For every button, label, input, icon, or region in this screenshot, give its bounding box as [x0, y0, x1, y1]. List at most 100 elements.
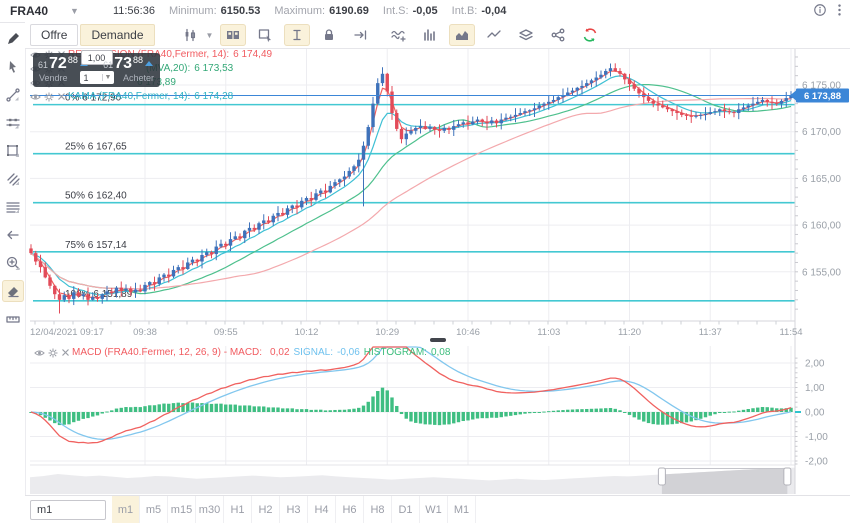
- close-icon[interactable]: [61, 348, 70, 357]
- zoom-in-icon[interactable]: [2, 252, 24, 274]
- macd-histogram-bar: [528, 412, 532, 414]
- pointer-cursor-icon[interactable]: [2, 56, 24, 78]
- candle-body: [338, 179, 342, 183]
- layout-panels-icon[interactable]: [220, 24, 247, 46]
- candle-body: [632, 84, 636, 89]
- navigator-selection-area[interactable]: [30, 467, 795, 494]
- candle-body: [409, 130, 413, 134]
- timeframe-button-H8[interactable]: H8: [364, 496, 392, 523]
- symbol-chevron-down-icon[interactable]: ▼: [70, 6, 79, 16]
- share-icon[interactable]: [545, 24, 571, 46]
- candle-body: [490, 120, 494, 124]
- fibonacci-tool-icon[interactable]: [2, 168, 24, 190]
- timeframe-button-H4[interactable]: H4: [308, 496, 336, 523]
- macd-histogram-bar: [485, 412, 489, 419]
- buy-button[interactable]: Acheter: [122, 72, 154, 83]
- chart-type-area-icon[interactable]: [449, 24, 476, 46]
- layers-icon[interactable]: [513, 24, 539, 46]
- timeframe-button-m1[interactable]: m1: [112, 496, 140, 523]
- ma-line: [30, 75, 792, 296]
- lock-icon[interactable]: [316, 24, 342, 46]
- macd-histogram-bar: [281, 408, 285, 412]
- macd-histogram-bar: [433, 412, 437, 425]
- macd-histogram-bar: [395, 405, 399, 412]
- candle-style-chevron-icon[interactable]: ▼: [205, 30, 214, 40]
- compare-zigzag-icon[interactable]: [481, 24, 507, 46]
- candle-body: [661, 105, 665, 108]
- demande-button[interactable]: Demande: [80, 24, 155, 46]
- gear-icon[interactable]: [44, 92, 54, 102]
- macd-histogram-bar: [599, 408, 603, 412]
- sync-refresh-icon[interactable]: [577, 24, 603, 46]
- timeframe-button-H1[interactable]: H1: [224, 496, 252, 523]
- text-cursor-icon[interactable]: [284, 24, 311, 46]
- indicator-label: (MVA,20):: [146, 63, 191, 74]
- fib-label: 75% 6 157,14: [65, 240, 127, 251]
- quantity-stepper[interactable]: 1 ▼: [79, 71, 114, 84]
- gear-icon[interactable]: [48, 348, 58, 358]
- macd-histogram-bar: [319, 409, 323, 412]
- navigator-handle-right[interactable]: [783, 467, 792, 486]
- macd-histogram-bar: [100, 412, 104, 414]
- macd-histogram-bar: [186, 402, 190, 412]
- panel-resize-handle[interactable]: [430, 338, 446, 342]
- horizontal-channel-icon[interactable]: [2, 112, 24, 134]
- candle-body: [727, 111, 731, 113]
- timeframe-button-H2[interactable]: H2: [252, 496, 280, 523]
- macd-histogram-bar: [361, 405, 366, 412]
- macd-histogram-bar: [366, 401, 370, 412]
- rectangle-shape-icon[interactable]: [2, 140, 24, 162]
- add-indicator-icon[interactable]: [385, 24, 411, 46]
- candle-style-icon[interactable]: [177, 24, 203, 46]
- candle-body: [765, 99, 769, 102]
- annotate-pen-icon[interactable]: [2, 28, 24, 50]
- macd-histogram-bar: [148, 405, 152, 412]
- macd-histogram-bar: [257, 406, 261, 412]
- sell-button[interactable]: Vendre: [39, 72, 68, 83]
- timeframe-button-W1[interactable]: W1: [420, 496, 448, 523]
- navigator-handle-left[interactable]: [657, 467, 666, 486]
- close-icon[interactable]: [57, 92, 66, 101]
- trend-line-icon[interactable]: [2, 84, 24, 106]
- price-chart-svg[interactable]: 0% 6 172,90 25% 6 167,65 50% 6 162,40 75% 6…: [25, 48, 850, 495]
- eye-icon[interactable]: [34, 348, 45, 358]
- selection-cursor-icon[interactable]: [252, 24, 278, 46]
- macd-axis-label: 1,00: [805, 383, 825, 394]
- ruler-icon[interactable]: [2, 308, 24, 330]
- buy-price[interactable]: 61 73 88: [103, 55, 153, 73]
- candle-body: [361, 145, 366, 160]
- timeframe-button-m5[interactable]: m5: [140, 496, 168, 523]
- timeframe-button-M1[interactable]: M1: [448, 496, 476, 523]
- eraser-icon[interactable]: [1, 280, 24, 302]
- candle-body: [741, 107, 746, 110]
- clock-time: 11:56:36: [112, 5, 155, 17]
- timeframe-button-m30[interactable]: m30: [196, 496, 224, 523]
- kebab-menu-icon[interactable]: [837, 3, 842, 20]
- snap-to-edge-icon[interactable]: [348, 24, 374, 46]
- eye-icon[interactable]: [30, 92, 41, 102]
- candle-body: [62, 295, 66, 300]
- candle-body: [627, 79, 632, 85]
- offre-button[interactable]: Offre: [30, 24, 79, 46]
- timeframe-input[interactable]: [30, 500, 106, 520]
- timeframe-button-m15[interactable]: m15: [168, 496, 196, 523]
- quantity-chevron-icon[interactable]: ▼: [101, 74, 114, 81]
- timeframe-button-H6[interactable]: H6: [336, 496, 364, 523]
- navigator-area[interactable]: [30, 467, 795, 494]
- info-icon[interactable]: [813, 3, 827, 20]
- candle-body: [72, 292, 76, 299]
- symbol-name[interactable]: FRA40: [10, 4, 49, 18]
- macd-histogram-bar: [532, 412, 537, 413]
- macd-histogram-bar: [651, 412, 655, 425]
- timeframe-button-H3[interactable]: H3: [280, 496, 308, 523]
- candle-body: [580, 85, 584, 88]
- macd-histogram-bar: [418, 412, 423, 424]
- candle-body: [376, 83, 380, 104]
- price-axis-label: 6 160,00: [802, 221, 841, 232]
- candle-body: [124, 288, 128, 291]
- undo-arrow-icon[interactable]: [2, 224, 24, 246]
- timeframe-button-D1[interactable]: D1: [392, 496, 420, 523]
- volume-histogram-icon[interactable]: [417, 24, 443, 46]
- lines-stack-icon[interactable]: [2, 196, 24, 218]
